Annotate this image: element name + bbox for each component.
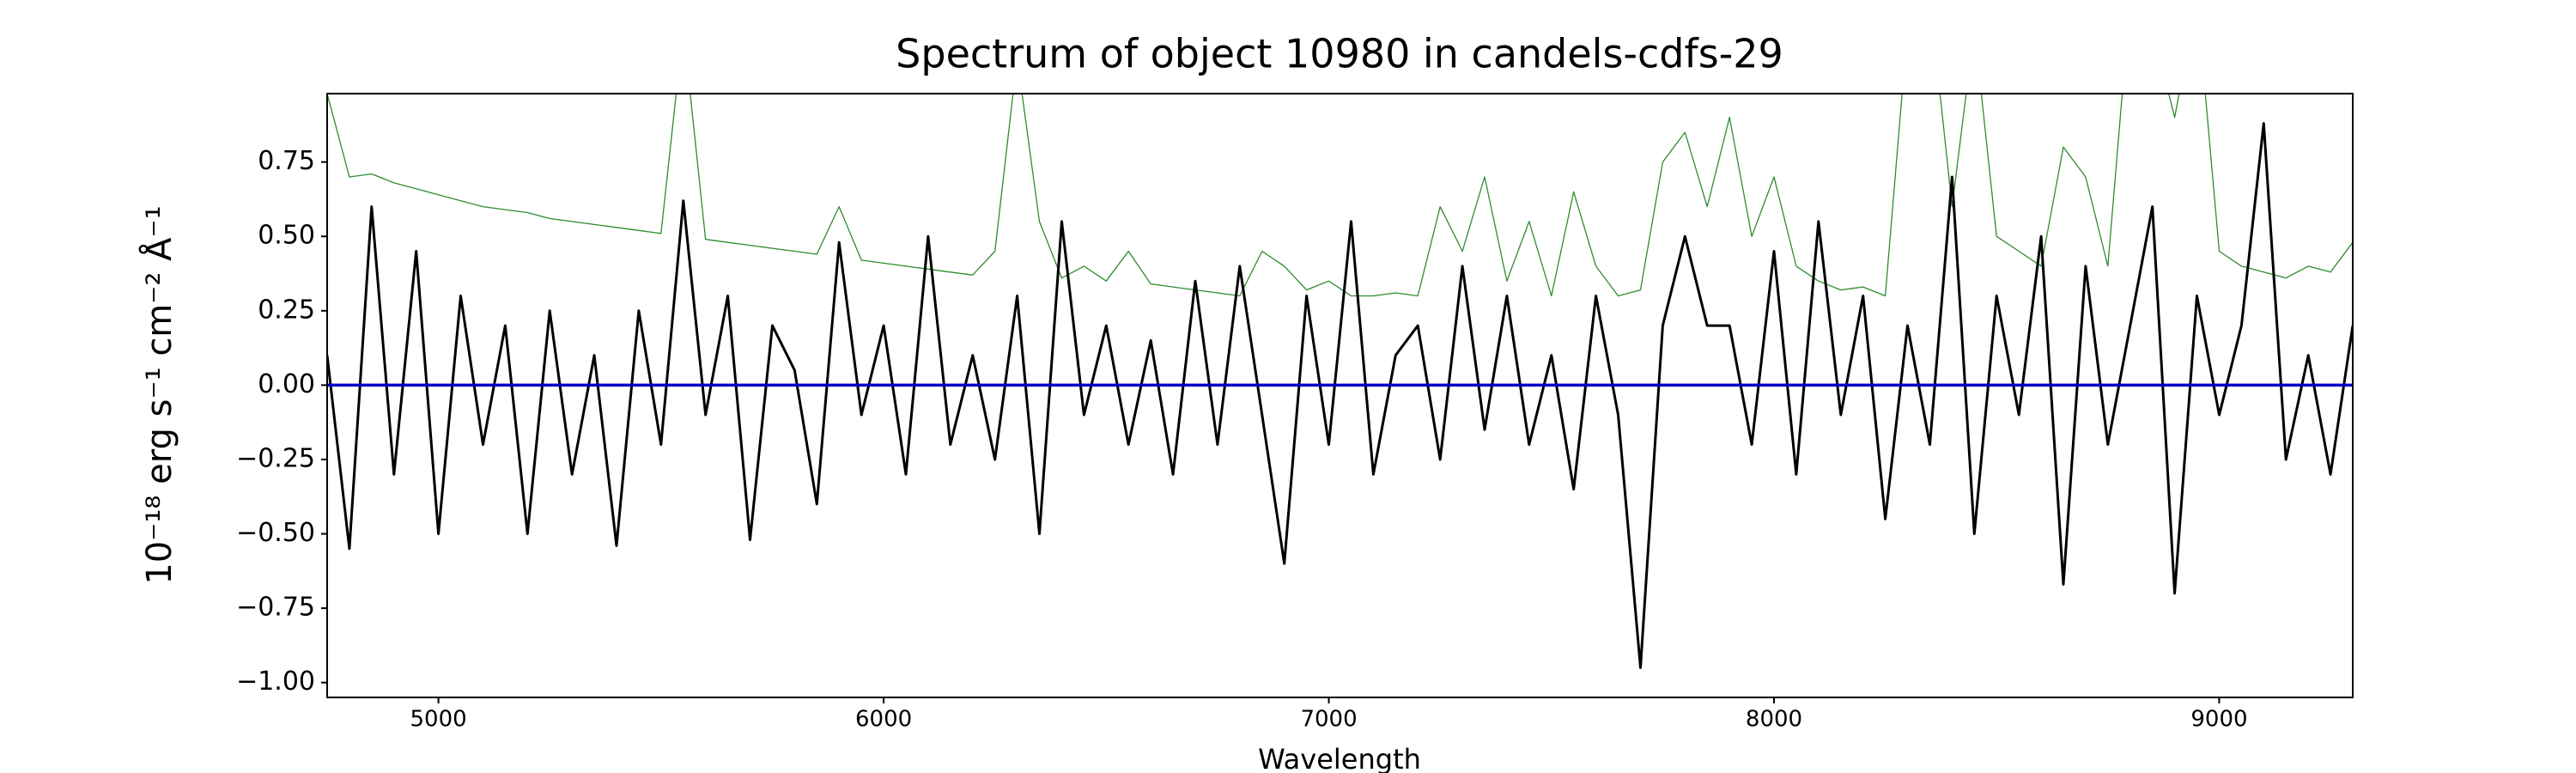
- y-tick-label: 0.00: [258, 369, 315, 399]
- x-tick-label: 8000: [1746, 707, 1802, 733]
- y-tick-label: −0.50: [236, 518, 315, 548]
- x-tick-label: 6000: [855, 707, 912, 733]
- x-axis-label: Wavelength: [1258, 743, 1421, 773]
- x-tick-label: 5000: [410, 707, 467, 733]
- chart-title: Spectrum of object 10980 in candels-cdfs…: [896, 31, 1783, 77]
- x-tick-label: 9000: [2190, 707, 2247, 733]
- y-axis-label: 10⁻¹⁸ erg s⁻¹ cm⁻² Å⁻¹: [138, 205, 179, 584]
- spectrum-line: [327, 122, 2353, 669]
- y-tick-label: −0.75: [236, 593, 315, 623]
- y-tick-label: 0.75: [258, 146, 315, 176]
- y-tick-label: 0.50: [258, 221, 315, 251]
- y-tick-label: −0.25: [236, 443, 315, 473]
- x-tick-label: 7000: [1300, 707, 1357, 733]
- plot-lines: [327, 94, 2353, 669]
- y-tick-label: −1.00: [236, 666, 315, 697]
- y-tick-label: 0.25: [258, 295, 315, 325]
- plot-frame: [326, 93, 2354, 698]
- spectrum-line: [327, 94, 2353, 297]
